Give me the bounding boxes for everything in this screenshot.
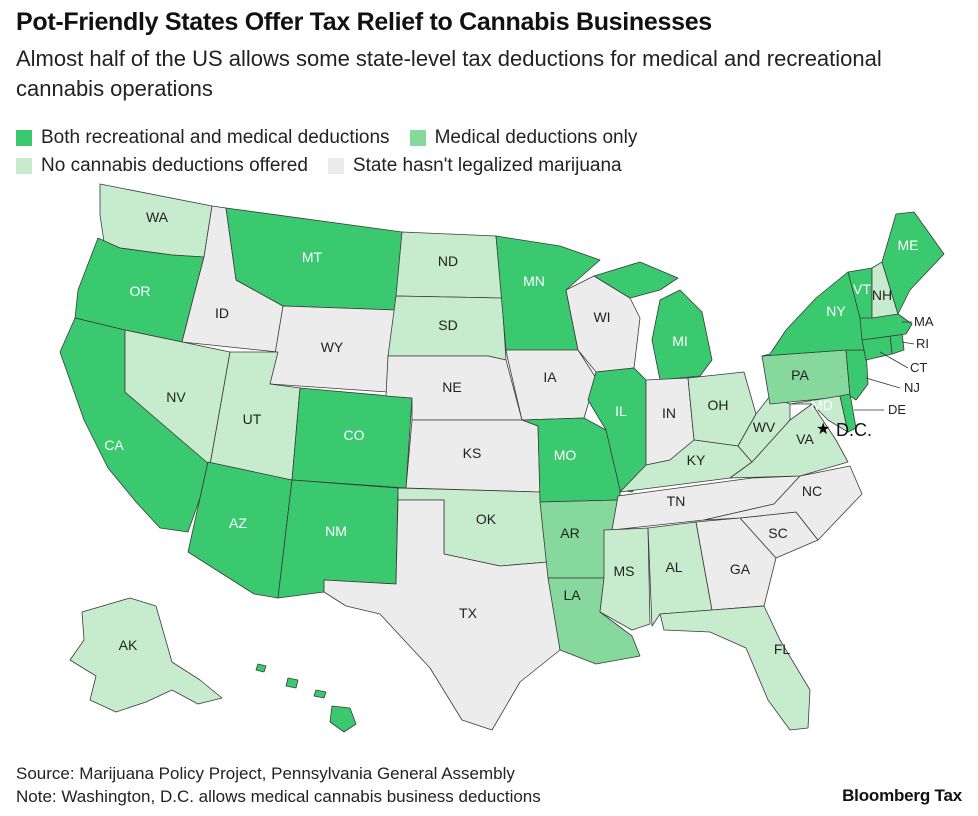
label-SC: SC <box>768 525 787 541</box>
legend-item-both: Both recreational and medical deductions <box>16 127 390 149</box>
label-ME: ME <box>898 237 919 253</box>
label-WI: WI <box>593 309 610 325</box>
label-CO: CO <box>344 427 365 443</box>
label-ID: ID <box>215 305 229 321</box>
label-UT: UT <box>243 411 262 427</box>
legend-label-none: No cannabis deductions offered <box>41 155 308 176</box>
state-IL <box>587 367 647 493</box>
label-DE: DE <box>888 402 906 417</box>
label-LA: LA <box>563 587 581 603</box>
label-WV: WV <box>753 419 776 435</box>
label-CA: CA <box>104 437 124 453</box>
state-MI <box>651 289 713 381</box>
state-HI-4 <box>329 705 357 733</box>
legend-label-not-legal: State hasn't legalized marijuana <box>352 155 622 176</box>
label-RI: RI <box>916 336 929 351</box>
label-TN: TN <box>667 493 686 509</box>
label-MA: MA <box>914 314 934 329</box>
label-AL: AL <box>665 559 682 575</box>
label-OK: OK <box>476 511 497 527</box>
label-OR: OR <box>130 283 151 299</box>
label-AZ: AZ <box>229 515 247 531</box>
label-NC: NC <box>802 483 822 499</box>
state-NY <box>761 271 867 357</box>
legend-label-both: Both recreational and medical deductions <box>41 127 390 148</box>
label-PA: PA <box>791 367 809 383</box>
label-DC: D.C. <box>836 420 872 440</box>
label-FL: FL <box>774 641 791 657</box>
legend-item-none: No cannabis deductions offered <box>16 155 308 177</box>
us-map-svg: ★ WA OR CA ID NV MT WY UT CO AZ NM ND SD… <box>59 183 945 733</box>
label-MS: MS <box>614 563 635 579</box>
source-line: Source: Marijuana Policy Project, Pennsy… <box>16 764 515 783</box>
dc-star-icon: ★ <box>816 421 830 438</box>
label-CT: CT <box>910 360 927 375</box>
leader-CT <box>879 351 909 369</box>
leader-NJ <box>865 377 901 389</box>
state-NM <box>277 479 399 599</box>
label-NE: NE <box>442 379 461 395</box>
state-ME <box>881 211 945 315</box>
label-NV: NV <box>166 389 186 405</box>
label-NJ: NJ <box>904 380 920 395</box>
legend-item-not-legal: State hasn't legalized marijuana <box>327 155 622 177</box>
note-line: Note: Washington, D.C. allows medical ca… <box>16 787 541 806</box>
label-GA: GA <box>730 561 751 577</box>
leader-RI <box>901 341 915 345</box>
label-TX: TX <box>459 605 478 621</box>
label-NM: NM <box>325 523 347 539</box>
state-AK <box>69 597 223 713</box>
label-IL: IL <box>615 403 627 419</box>
legend-swatch-not-legal <box>327 158 344 174</box>
state-HI-1 <box>255 663 267 673</box>
chart-subtitle: Almost half of the US allows some state-… <box>16 46 882 101</box>
state-TX <box>323 499 561 731</box>
legend-swatch-medical <box>409 130 426 146</box>
label-WY: WY <box>321 339 344 355</box>
legend-label-medical: Medical deductions only <box>434 127 638 148</box>
state-MD <box>789 395 849 433</box>
state-HI-3 <box>313 689 327 699</box>
legend-swatch-both <box>16 130 32 146</box>
label-SD: SD <box>438 317 457 333</box>
state-IA <box>505 349 597 421</box>
footer-notes: Source: Marijuana Policy Project, Pennsy… <box>16 762 541 808</box>
label-NH: NH <box>872 287 892 303</box>
label-KY: KY <box>687 452 706 468</box>
state-HI-2 <box>285 677 299 689</box>
label-NY: NY <box>826 303 846 319</box>
label-MD: MD <box>811 397 833 413</box>
label-VA: VA <box>796 431 814 447</box>
label-IN: IN <box>662 405 676 421</box>
state-NJ <box>845 349 869 401</box>
us-map: ★ WA OR CA ID NV MT WY UT CO AZ NM ND SD… <box>0 180 978 750</box>
state-DE <box>839 393 857 433</box>
label-MI: MI <box>672 333 688 349</box>
label-MN: MN <box>523 273 545 289</box>
label-OH: OH <box>708 397 729 413</box>
state-NC <box>703 465 863 541</box>
state-MS <box>599 527 651 631</box>
chart-title: Pot-Friendly States Offer Tax Relief to … <box>16 8 712 36</box>
label-IA: IA <box>543 369 557 385</box>
brand-logo: Bloomberg Tax <box>842 786 962 805</box>
label-KS: KS <box>463 445 482 461</box>
label-MO: MO <box>554 447 577 463</box>
label-MT: MT <box>302 249 323 265</box>
label-VT: VT <box>853 281 871 297</box>
legend: Both recreational and medical deductions… <box>16 124 657 180</box>
label-AK: AK <box>119 637 138 653</box>
state-FL <box>659 605 811 731</box>
label-AR: AR <box>560 525 579 541</box>
legend-item-medical: Medical deductions only <box>409 127 638 149</box>
label-WA: WA <box>146 209 169 225</box>
legend-swatch-none <box>16 158 32 174</box>
label-ND: ND <box>438 253 458 269</box>
state-MI-UP <box>593 261 679 299</box>
